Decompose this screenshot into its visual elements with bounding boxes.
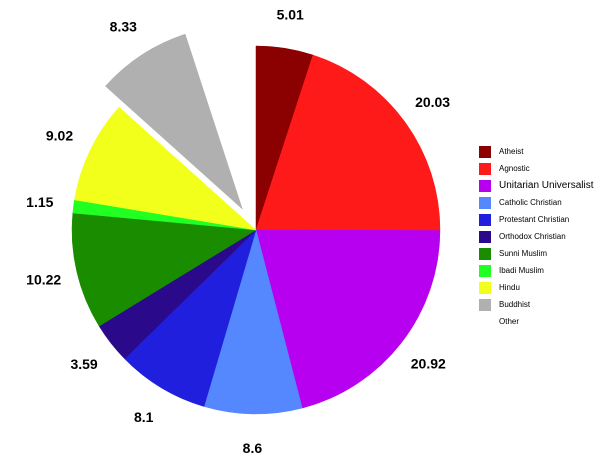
legend-item-unitarian-universalist: Unitarian Universalist <box>479 177 593 194</box>
legend-item-atheist: Atheist <box>479 143 593 160</box>
slice-value-label-unitarian-universalist: 20.92 <box>411 356 446 372</box>
legend-swatch <box>479 264 491 277</box>
legend-swatch <box>479 247 491 260</box>
slice-value-label-catholic-christian: 8.6 <box>243 440 263 456</box>
slice-value-label-orthodox-christian: 3.59 <box>70 356 97 372</box>
legend-item-other: Other <box>479 313 593 330</box>
pie-slice-unitarian-universalist <box>255 229 441 409</box>
slice-value-label-sunni-muslim: 10.22 <box>26 271 61 287</box>
legend-item-orthodox-christian: Orthodox Christian <box>479 228 593 245</box>
slice-value-label-protestant-christian: 8.1 <box>134 409 154 425</box>
legend-label: Catholic Christian <box>499 198 562 207</box>
pie-slice-catholic-christian <box>203 229 303 415</box>
legend-label: Protestant Christian <box>499 215 570 224</box>
slice-value-label-ibadi-muslim: 1.15 <box>26 194 53 210</box>
legend-label: Ibadi Muslim <box>499 266 544 275</box>
legend-swatch <box>479 315 491 328</box>
legend-label: Buddhist <box>499 300 531 309</box>
legend-label: Orthodox Christian <box>499 232 566 241</box>
legend-item-catholic-christian: Catholic Christian <box>479 194 593 211</box>
pie-slice-hindu <box>74 106 257 231</box>
legend-swatch <box>479 196 491 209</box>
slice-value-label-atheist: 5.01 <box>277 7 304 23</box>
legend-swatch <box>479 281 491 294</box>
legend-item-buddhist: Buddhist <box>479 296 593 313</box>
legend-item-ibadi-muslim: Ibadi Muslim <box>479 262 593 279</box>
legend-item-protestant-christian: Protestant Christian <box>479 211 593 228</box>
legend-label: Unitarian Universalist <box>499 180 594 191</box>
slice-value-label-hindu: 9.02 <box>46 128 73 144</box>
legend-label: Agnostic <box>499 164 530 173</box>
legend-swatch <box>479 162 491 175</box>
legend-item-hindu: Hindu <box>479 279 593 296</box>
legend-item-sunni-muslim: Sunni Muslim <box>479 245 593 262</box>
chart-legend: Atheist Agnostic Unitarian Universalist Cat… <box>479 143 593 330</box>
slice-value-label-buddhist: 8.33 <box>110 18 137 34</box>
legend-label: Other <box>499 317 520 326</box>
pie-slice-agnostic <box>255 54 441 231</box>
pie-slice-sunni-muslim <box>71 212 257 327</box>
legend-swatch <box>479 145 491 158</box>
legend-swatch <box>479 179 491 192</box>
legend-label: Hindu <box>499 283 520 292</box>
legend-label: Sunni Muslim <box>499 249 548 258</box>
pie-slice-other <box>194 21 253 206</box>
legend-item-agnostic: Agnostic <box>479 160 593 177</box>
pie-slice-buddhist <box>105 33 243 210</box>
pie-slice-protestant-christian <box>124 229 257 407</box>
legend-swatch <box>479 213 491 226</box>
slice-value-label-agnostic: 20.03 <box>415 94 450 110</box>
legend-swatch <box>479 298 491 311</box>
legend-label: Atheist <box>499 147 524 156</box>
legend-swatch <box>479 230 491 243</box>
